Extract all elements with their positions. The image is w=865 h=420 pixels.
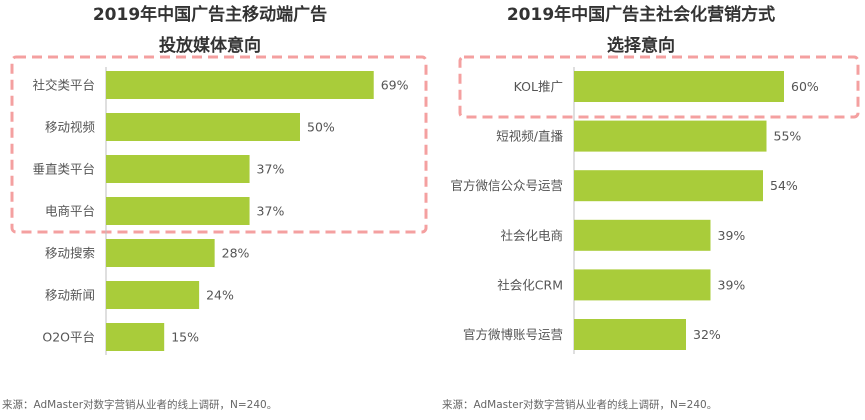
bar xyxy=(106,71,374,99)
chart-title: 2019年中国广告主社会化营销方式 xyxy=(507,4,775,25)
data-label: 50% xyxy=(307,120,335,135)
data-label: 28% xyxy=(222,246,250,261)
bar xyxy=(106,197,250,225)
category-label: 电商平台 xyxy=(45,204,95,219)
chart-subtitle: 选择意向 xyxy=(607,35,675,56)
data-label: 24% xyxy=(206,288,234,303)
data-label: 15% xyxy=(171,330,199,345)
bar xyxy=(106,239,215,267)
data-label: 39% xyxy=(718,228,746,243)
bar xyxy=(574,319,686,350)
category-label: 垂直类平台 xyxy=(32,162,95,177)
bar xyxy=(106,323,165,351)
bar xyxy=(574,170,763,202)
data-label: 39% xyxy=(718,277,746,292)
highlight-box xyxy=(458,55,860,119)
bar xyxy=(574,120,767,152)
bar xyxy=(106,281,200,309)
data-label: 69% xyxy=(381,78,409,93)
data-label: 37% xyxy=(257,204,285,219)
chart-subtitle: 投放媒体意向 xyxy=(159,35,261,56)
category-label: 社会化CRM xyxy=(497,277,563,292)
category-label: 移动搜索 xyxy=(45,246,95,261)
bar xyxy=(106,155,250,183)
highlight-box xyxy=(10,55,428,234)
category-label: 移动新闻 xyxy=(45,288,95,303)
source-note: 来源：AdMaster对数字营销从业者的线上调研，N=240。 xyxy=(2,398,277,411)
category-label: 官方微博账号运营 xyxy=(463,327,563,342)
category-label: 移动视频 xyxy=(45,120,96,135)
bar xyxy=(106,113,300,141)
category-label: 短视频/直播 xyxy=(496,129,563,144)
category-label: 官方微信公众号运营 xyxy=(450,178,563,193)
bar xyxy=(574,269,711,301)
data-label: 60% xyxy=(791,79,819,94)
category-label: O2O平台 xyxy=(42,330,95,345)
category-label: KOL推广 xyxy=(514,79,563,94)
chart-title: 2019年中国广告主移动端广告 xyxy=(93,4,327,25)
bar xyxy=(574,219,711,251)
data-label: 54% xyxy=(770,178,798,193)
source-note: 来源：AdMaster对数字营销从业者的线上调研，N=240。 xyxy=(442,398,717,411)
category-label: 社会化电商 xyxy=(500,228,563,243)
data-label: 37% xyxy=(257,162,285,177)
data-label: 55% xyxy=(774,129,802,144)
data-label: 32% xyxy=(693,327,721,342)
bar xyxy=(574,71,784,102)
category-label: 社交类平台 xyxy=(32,78,95,93)
